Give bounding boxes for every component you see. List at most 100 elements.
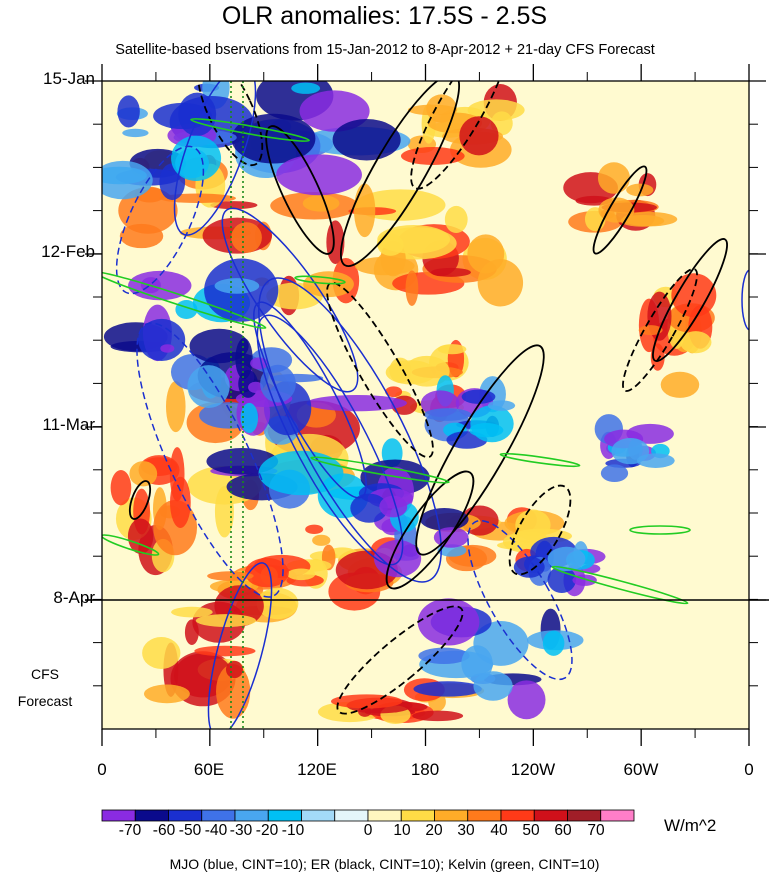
y-tick-label: 11-Mar xyxy=(42,415,95,434)
colorbar-label: 10 xyxy=(393,822,411,839)
er-contour xyxy=(652,238,728,362)
er-contour xyxy=(385,470,475,590)
negative-anomaly xyxy=(102,160,153,200)
colorbar-label: -50 xyxy=(178,822,202,839)
negative-anomaly xyxy=(417,598,480,646)
er-contour xyxy=(622,268,698,392)
positive-anomaly xyxy=(286,568,316,581)
legend-footer: MJO (blue, CINT=10); ER (black, CINT=10)… xyxy=(169,856,600,872)
positive-anomaly xyxy=(620,214,665,227)
positive-anomaly xyxy=(437,344,467,355)
positive-anomaly xyxy=(412,710,464,722)
negative-anomaly xyxy=(547,546,586,572)
forecast-label-1: CFS xyxy=(31,666,59,682)
kelvin-contour xyxy=(102,270,267,330)
colorbar-box xyxy=(168,809,203,822)
positive-anomaly xyxy=(353,183,376,238)
colorbar-box xyxy=(101,809,136,822)
mjo-contour xyxy=(741,269,749,331)
negative-anomaly xyxy=(473,671,513,701)
mjo-contour xyxy=(136,322,284,598)
positive-anomaly xyxy=(377,233,404,256)
er-contour xyxy=(508,484,572,576)
positive-anomaly xyxy=(312,534,331,546)
x-tick-label: 120E xyxy=(297,760,337,779)
positive-anomaly xyxy=(110,470,132,506)
x-tick-label: 180 xyxy=(410,760,440,779)
negative-anomaly xyxy=(306,394,407,412)
positive-anomaly xyxy=(467,234,505,274)
positive-anomaly xyxy=(216,664,251,719)
negative-anomaly xyxy=(332,118,401,161)
y-tick-label: 15-Jan xyxy=(43,69,95,88)
kelvin-contour xyxy=(629,525,691,535)
negative-anomaly xyxy=(542,630,565,656)
colorbar-box xyxy=(467,809,502,822)
negative-anomaly xyxy=(350,493,388,523)
positive-anomaly xyxy=(207,571,254,581)
negative-anomaly xyxy=(513,556,545,578)
plot-area xyxy=(102,81,749,729)
positive-anomaly xyxy=(184,619,199,646)
colorbar-box xyxy=(234,809,269,822)
colorbar-label: -30 xyxy=(229,822,253,839)
colorbar-box xyxy=(301,809,336,822)
negative-anomaly xyxy=(423,408,472,421)
colorbar-box xyxy=(267,809,302,822)
negative-anomaly xyxy=(418,647,470,664)
negative-anomaly xyxy=(413,681,482,697)
negative-anomaly xyxy=(379,495,408,518)
negative-anomaly xyxy=(507,680,546,720)
x-tick-label: 0 xyxy=(744,760,754,779)
negative-anomaly xyxy=(187,365,230,409)
positive-anomaly xyxy=(210,201,258,210)
y-tick-label: 12-Feb xyxy=(41,242,95,261)
negative-anomaly xyxy=(276,154,362,196)
negative-anomaly xyxy=(122,128,149,138)
negative-anomaly xyxy=(420,508,469,531)
negative-anomaly xyxy=(160,344,175,353)
x-tick-label: 60W xyxy=(623,760,659,779)
colorbar-units: W/m^2 xyxy=(664,816,717,835)
colorbar-box xyxy=(434,809,469,822)
forecast-label-2: Forecast xyxy=(17,693,73,709)
positive-anomaly xyxy=(127,518,154,554)
colorbar-box xyxy=(500,809,535,822)
negative-anomaly xyxy=(240,402,259,434)
positive-anomaly xyxy=(626,183,654,197)
negative-anomaly xyxy=(437,544,467,557)
positive-anomaly xyxy=(385,386,403,398)
positive-anomaly xyxy=(194,645,256,657)
mjo-contour xyxy=(253,301,367,499)
x-tick-label: 60E xyxy=(193,760,225,779)
kelvin-contour xyxy=(551,565,689,605)
negative-anomaly xyxy=(214,278,260,294)
positive-anomaly xyxy=(305,524,324,535)
colorbar-box xyxy=(567,809,602,822)
y-tick-label: 8-Apr xyxy=(53,588,95,607)
positive-anomaly xyxy=(142,637,181,669)
er-contour xyxy=(265,125,335,255)
negative-anomaly xyxy=(248,381,264,393)
positive-anomaly xyxy=(403,355,450,387)
colorbar-label: -70 xyxy=(118,822,142,839)
positive-anomaly xyxy=(302,195,340,212)
colorbar-box xyxy=(400,809,435,822)
x-tick-label: 0 xyxy=(97,760,107,779)
er-contour xyxy=(128,480,152,520)
negative-anomaly xyxy=(189,328,249,364)
positive-anomaly xyxy=(171,606,213,618)
colorbar-box xyxy=(201,809,236,822)
positive-anomaly xyxy=(143,684,190,704)
mjo-contour xyxy=(173,81,257,236)
positive-anomaly xyxy=(225,660,244,679)
er-contour xyxy=(592,165,648,255)
positive-anomaly xyxy=(597,162,630,194)
mjo-contour xyxy=(258,277,442,583)
positive-anomaly xyxy=(405,270,419,307)
positive-anomaly xyxy=(256,587,299,620)
positive-anomaly xyxy=(170,476,191,528)
colorbar-label: 40 xyxy=(490,822,508,839)
negative-anomaly xyxy=(636,453,675,468)
